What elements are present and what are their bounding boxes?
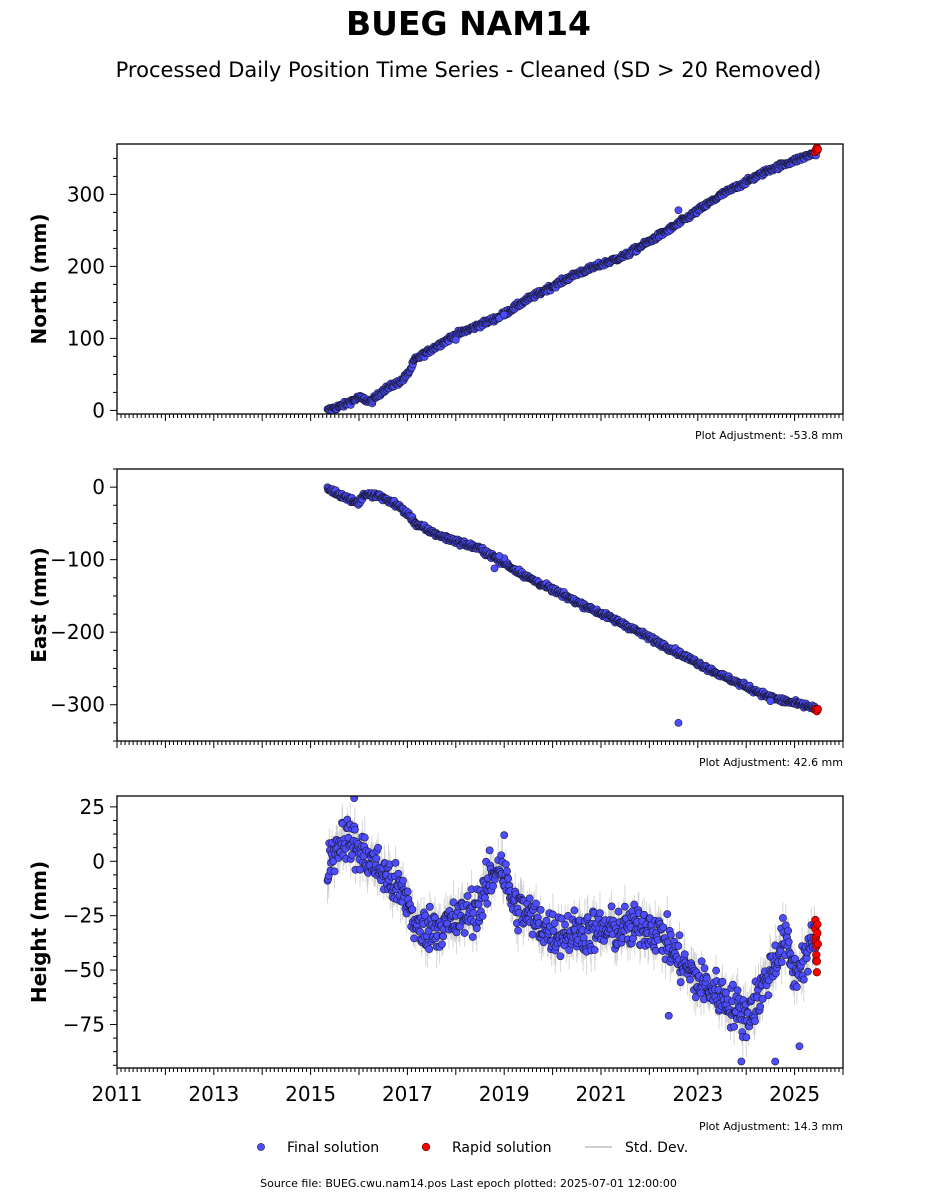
panel-1: −300 −200 −100 0 East (mm) Plot Adjustment: 4… — [27, 468, 844, 769]
final-solution-point — [497, 851, 506, 860]
final-solution-point — [372, 854, 381, 863]
final-solution-point — [501, 860, 510, 869]
final-solution-point — [408, 905, 417, 914]
final-solution-point — [503, 867, 511, 876]
plot-frame — [116, 468, 844, 742]
final-solution-point — [421, 911, 430, 920]
chart-subtitle: Processed Daily Position Time Series - C… — [115, 58, 822, 82]
final-solution-point — [472, 924, 481, 933]
final-solution-point — [504, 874, 513, 883]
final-solution-point — [489, 882, 497, 890]
y-tick-label: −300 — [50, 693, 105, 717]
final-solution-point — [525, 894, 534, 903]
final-solution-point — [460, 929, 469, 937]
panel-0: 0 100 200 300 North (mm) Plot Adjustment: -53… — [27, 143, 844, 442]
y-axis-label: East (mm) — [27, 547, 51, 663]
plot-area — [323, 144, 822, 414]
final-solution-point — [674, 206, 683, 215]
final-solution-point — [391, 858, 400, 867]
final-solution-point — [483, 899, 492, 908]
final-solution-point — [403, 887, 412, 896]
final-solution-point — [490, 564, 499, 573]
rapid-solution-point — [813, 704, 822, 714]
final-solution-point — [478, 912, 487, 920]
final-solution-point — [438, 940, 446, 949]
final-solution-point — [374, 843, 382, 852]
final-solution-point — [415, 927, 424, 936]
y-tick-label: −200 — [50, 620, 105, 644]
plot-adjustment-label: Plot Adjustment: 42.6 mm — [699, 756, 843, 769]
plot-area — [323, 483, 822, 727]
final-solution-point — [425, 902, 434, 911]
y-tick-label: 300 — [67, 182, 105, 206]
final-solution-point — [350, 825, 359, 834]
y-tick-label: −100 — [50, 548, 105, 572]
y-tick-label: 0 — [92, 475, 105, 499]
chart-title: BUEG NAM14 — [346, 4, 591, 43]
final-solution-point — [514, 926, 522, 935]
final-solution-point — [451, 335, 460, 344]
rapid-solution-point — [813, 144, 822, 154]
final-solution-point — [469, 909, 478, 917]
final-solution-point — [439, 932, 448, 941]
plot-area — [323, 796, 822, 1066]
final-solution-point — [330, 867, 339, 876]
final-solution-point — [399, 876, 407, 885]
final-solution-point — [674, 718, 683, 727]
final-solution-point — [394, 869, 403, 878]
y-axis-label: North (mm) — [27, 213, 51, 344]
y-tick-label: 0 — [92, 398, 105, 422]
final-solution-point — [425, 945, 434, 954]
final-solution-point — [463, 892, 472, 900]
final-solution-point — [766, 697, 775, 706]
final-solution-point — [468, 933, 477, 941]
final-solution-point — [495, 552, 504, 560]
final-solution-point — [500, 310, 509, 319]
y-tick-label: 100 — [67, 326, 105, 350]
plot-adjustment-label: Plot Adjustment: -53.8 mm — [695, 429, 843, 442]
final-solution-point — [410, 934, 418, 943]
final-solution-point — [360, 833, 369, 842]
y-tick-label: 200 — [67, 254, 105, 278]
